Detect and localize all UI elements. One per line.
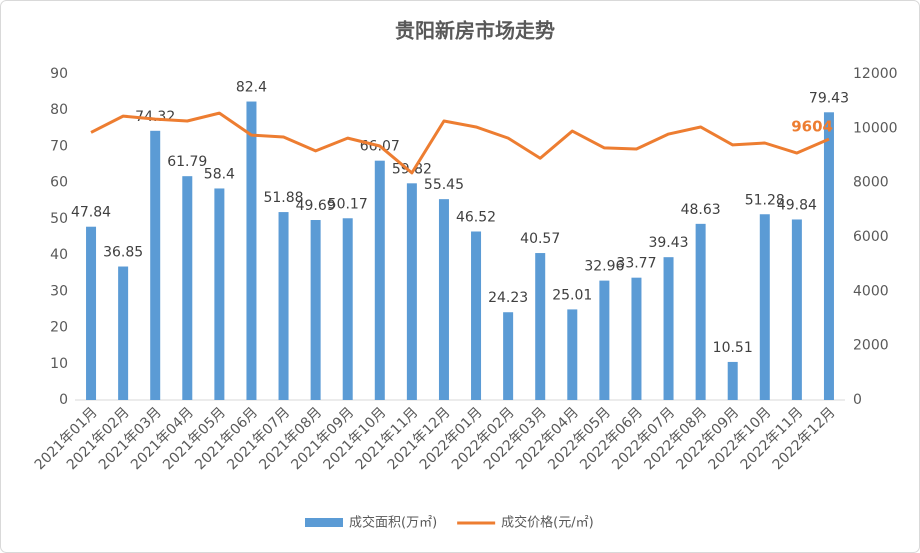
y-tick-label: 80 (50, 102, 68, 118)
bar (823, 112, 834, 400)
bar (438, 199, 449, 400)
price-line (90, 111, 830, 175)
bar-value-label: 47.84 (71, 205, 111, 221)
bar-value-label: 49.84 (777, 197, 817, 213)
y-tick-label: 70 (50, 138, 68, 154)
bar-value-label: 51.88 (263, 190, 303, 206)
y-tick-label: 30 (50, 283, 68, 299)
bar (374, 160, 385, 400)
bar (86, 226, 97, 400)
bar-value-label: 51.28 (745, 192, 785, 208)
y2-tick-label: 0 (853, 392, 862, 408)
bar (567, 309, 578, 400)
chart-title: 贵阳新房市场走势 (395, 19, 555, 43)
bar (791, 219, 802, 400)
bar (406, 183, 417, 400)
bar-value-label: 50.17 (328, 196, 368, 212)
bar-value-label: 39.43 (648, 235, 688, 251)
bar-value-label: 32.96 (584, 259, 624, 275)
y2-tick-label: 10000 (853, 120, 898, 136)
bar (695, 223, 706, 400)
bar-value-label: 33.77 (616, 256, 656, 272)
bar (503, 312, 514, 400)
legend-swatch (305, 518, 343, 527)
bar-value-label: 48.63 (681, 202, 721, 218)
bar (599, 280, 610, 400)
y2-tick-label: 6000 (853, 229, 889, 245)
bar (631, 277, 642, 400)
bar-value-label: 61.79 (167, 154, 207, 170)
y-tick-label: 50 (50, 211, 68, 227)
y2-tick-label: 4000 (853, 283, 889, 299)
y-tick-label: 10 (50, 356, 68, 372)
bar-value-label: 10.51 (713, 340, 753, 356)
bar-value-label: 49.69 (296, 198, 336, 214)
bar-value-label: 82.4 (236, 80, 267, 96)
y-tick-label: 20 (50, 320, 68, 336)
bar-value-label: 24.23 (488, 290, 528, 306)
legend-label: 成交面积(万㎡) (349, 515, 437, 531)
bar-value-label: 58.4 (204, 166, 235, 182)
bar-value-label: 25.01 (552, 287, 592, 303)
bar-value-label: 46.52 (456, 209, 496, 225)
y-tick-label: 40 (50, 247, 68, 263)
bar (118, 266, 129, 400)
legend-label: 成交价格(元/㎡) (501, 515, 594, 531)
y2-tick-label: 12000 (853, 66, 898, 82)
bar (471, 231, 482, 400)
bar (535, 253, 546, 400)
bar (246, 101, 257, 400)
bar (182, 176, 193, 400)
bar (214, 188, 225, 400)
bar-value-label: 79.43 (809, 90, 849, 106)
y-tick-label: 90 (50, 66, 68, 82)
y-tick-label: 60 (50, 175, 68, 191)
y-tick-label: 0 (59, 392, 68, 408)
y2-tick-label: 8000 (853, 175, 889, 191)
line-value-label: 9604 (791, 118, 833, 136)
y2-tick-label: 2000 (853, 338, 889, 354)
bar (727, 361, 738, 400)
bar-value-label: 59.82 (392, 161, 432, 177)
bar (663, 257, 674, 400)
bar (150, 130, 161, 400)
bar (278, 212, 289, 400)
bar (310, 220, 321, 400)
bar-value-label: 36.85 (103, 245, 143, 261)
bar (759, 214, 770, 400)
bar (342, 218, 353, 400)
bar-value-label: 40.57 (520, 231, 560, 247)
bar-value-label: 55.45 (424, 177, 464, 193)
